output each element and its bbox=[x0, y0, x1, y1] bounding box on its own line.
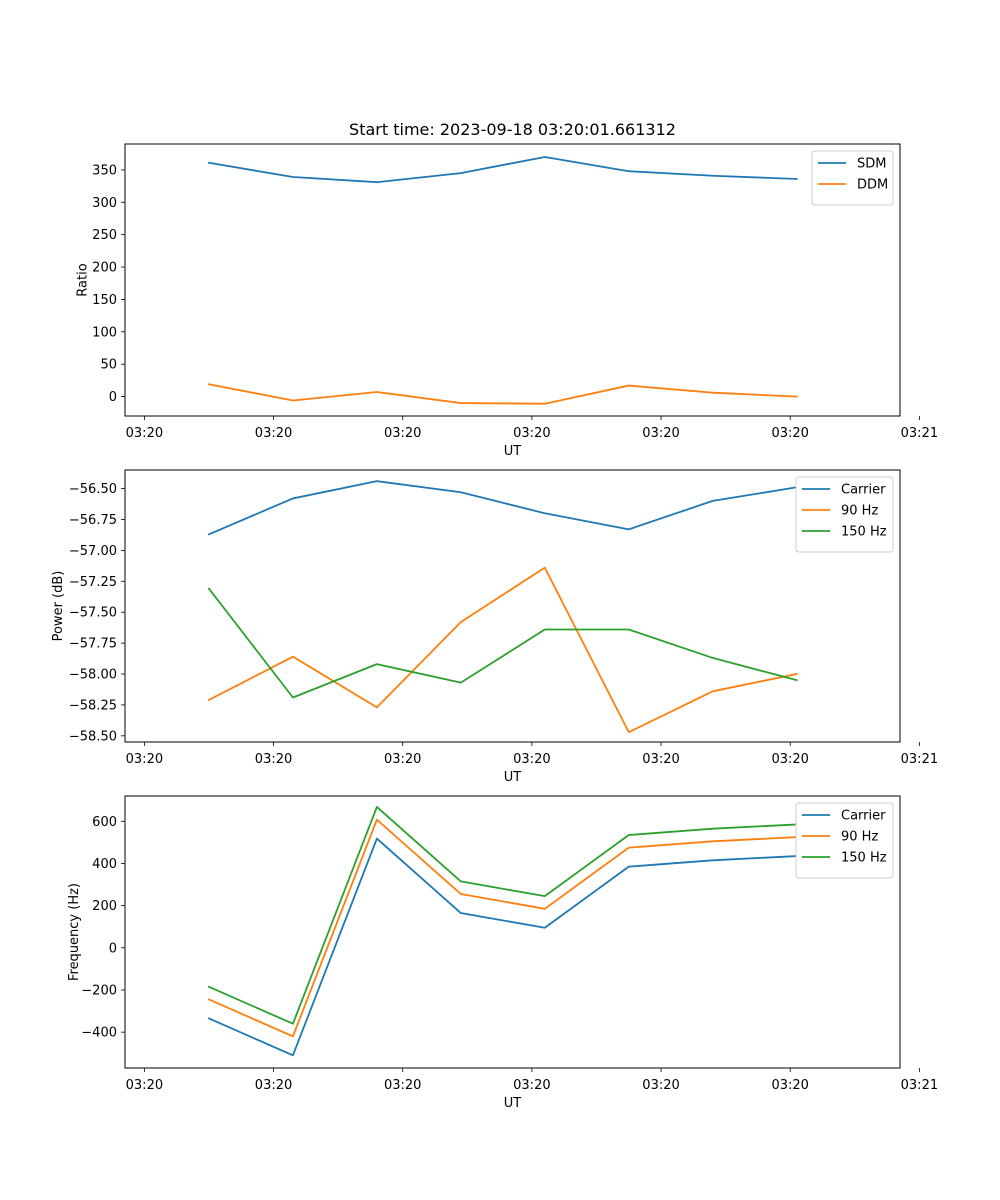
x-tick-label: 03:20 bbox=[126, 1078, 163, 1093]
x-tick-label: 03:20 bbox=[126, 752, 163, 767]
legend-label: Carrier bbox=[841, 809, 886, 824]
y-tick-label: −58.50 bbox=[69, 729, 117, 744]
x-axis-label: UT bbox=[504, 444, 522, 459]
legend-frame bbox=[795, 802, 894, 879]
legend-label: 150 Hz bbox=[841, 851, 887, 866]
x-tick-label: 03:20 bbox=[513, 752, 550, 767]
x-tick-label: 03:20 bbox=[513, 1078, 550, 1093]
x-tick-label: 03:20 bbox=[255, 752, 292, 767]
y-tick-label: −200 bbox=[81, 983, 117, 998]
x-tick-label: 03:20 bbox=[255, 426, 292, 441]
x-axis-label: UT bbox=[504, 770, 522, 785]
y-axis-label: Ratio bbox=[75, 263, 90, 296]
y-tick-label: −58.25 bbox=[69, 698, 117, 713]
y-axis-label: Power (dB) bbox=[51, 571, 66, 642]
x-tick-label: 03:20 bbox=[642, 752, 679, 767]
series-line-carrier bbox=[207, 480, 798, 536]
y-tick-label: −57.75 bbox=[69, 637, 117, 652]
x-tick-label: 03:21 bbox=[901, 752, 938, 767]
legend-label: 90 Hz bbox=[841, 504, 878, 519]
subplot-2: 03:20 03:20 03:20 03:20 03:20 03:20 03:21 −58.5… bbox=[51, 469, 938, 785]
y-tick-label: 200 bbox=[92, 899, 117, 914]
axes-frame bbox=[124, 143, 901, 417]
x-tick-label: 03:20 bbox=[384, 426, 421, 441]
subplot-3: 03:20 03:20 03:20 03:20 03:20 03:20 03:21 −400 −… bbox=[67, 795, 938, 1111]
series-line-90-hz bbox=[207, 818, 798, 1038]
y-tick-label: 150 bbox=[92, 293, 117, 308]
y-tick-label: −57.25 bbox=[69, 575, 117, 590]
y-tick-label: −57.50 bbox=[69, 606, 117, 621]
y-tick-label: −58.00 bbox=[69, 668, 117, 683]
axes-frame bbox=[124, 795, 901, 1069]
y-tick-label: 0 bbox=[109, 390, 117, 405]
x-tick-label: 03:20 bbox=[771, 1078, 808, 1093]
y-tick-label: 600 bbox=[92, 815, 117, 830]
axes-frame bbox=[124, 469, 901, 743]
y-tick-label: 300 bbox=[92, 196, 117, 211]
x-tick-label: 03:20 bbox=[126, 426, 163, 441]
series-line-150-hz bbox=[207, 806, 798, 1025]
legend-label: DDM bbox=[857, 178, 888, 193]
y-tick-label: 250 bbox=[92, 228, 117, 243]
legend: SDM DDM bbox=[811, 150, 894, 206]
x-tick-label: 03:20 bbox=[771, 426, 808, 441]
y-tick-label: 0 bbox=[109, 941, 117, 956]
legend-label: 150 Hz bbox=[841, 525, 887, 540]
y-tick-label: 400 bbox=[92, 857, 117, 872]
x-tick-label: 03:20 bbox=[384, 1078, 421, 1093]
series-line-90-hz bbox=[207, 566, 798, 734]
series-group bbox=[207, 480, 798, 734]
y-tick-label: 100 bbox=[92, 325, 117, 340]
x-tick-label: 03:20 bbox=[771, 752, 808, 767]
x-tick-label: 03:21 bbox=[901, 426, 938, 441]
y-tick-label: −56.75 bbox=[69, 513, 117, 528]
x-axis-label: UT bbox=[504, 1096, 522, 1111]
series-line-ddm bbox=[207, 383, 798, 405]
x-tick-label: 03:20 bbox=[513, 426, 550, 441]
legend-label: SDM bbox=[857, 157, 886, 172]
x-tick-label: 03:20 bbox=[384, 752, 421, 767]
legend-label: Carrier bbox=[841, 483, 886, 498]
x-tick-label: 03:20 bbox=[255, 1078, 292, 1093]
legend-frame bbox=[795, 476, 894, 553]
y-tick-label: −56.50 bbox=[69, 482, 117, 497]
series-group bbox=[207, 806, 798, 1057]
subplot-1: Start time: 2023-09-18 03:20:01.66131203… bbox=[75, 120, 938, 459]
y-tick-label: −400 bbox=[81, 1026, 117, 1041]
legend: Carrier 90 Hz 150 Hz bbox=[795, 476, 894, 553]
y-tick-label: 350 bbox=[92, 163, 117, 178]
y-tick-label: 50 bbox=[100, 358, 117, 373]
series-line-150-hz bbox=[207, 587, 798, 699]
y-tick-label: 200 bbox=[92, 261, 117, 276]
series-group bbox=[207, 156, 798, 405]
chart-title: Start time: 2023-09-18 03:20:01.661312 bbox=[349, 120, 676, 139]
x-tick-label: 03:20 bbox=[642, 1078, 679, 1093]
series-line-carrier bbox=[207, 837, 798, 1057]
legend-label: 90 Hz bbox=[841, 830, 878, 845]
legend: Carrier 90 Hz 150 Hz bbox=[795, 802, 894, 879]
x-tick-label: 03:21 bbox=[901, 1078, 938, 1093]
y-axis-label: Frequency (Hz) bbox=[67, 883, 82, 981]
x-tick-label: 03:20 bbox=[642, 426, 679, 441]
legend-frame bbox=[811, 150, 894, 206]
y-tick-label: −57.00 bbox=[69, 544, 117, 559]
series-line-sdm bbox=[207, 156, 798, 184]
